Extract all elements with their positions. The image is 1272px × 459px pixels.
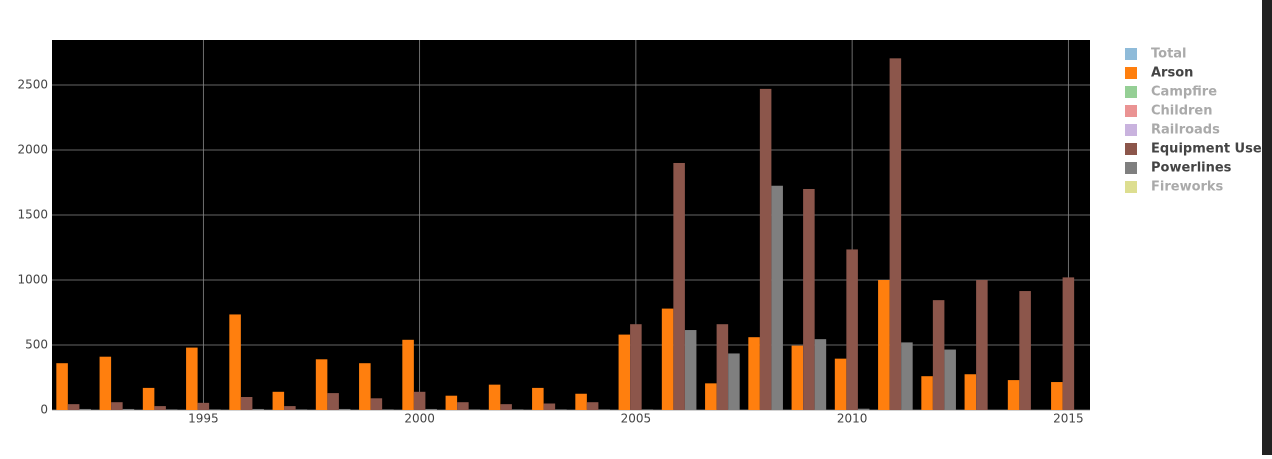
bar [598, 409, 610, 410]
legend-swatch [1125, 48, 1137, 60]
bar [402, 339, 414, 410]
bar [1007, 380, 1020, 410]
bar [327, 393, 339, 410]
bar [359, 363, 371, 410]
bar [272, 391, 285, 410]
bar [705, 383, 717, 410]
bar [641, 409, 654, 410]
bar [586, 402, 599, 410]
bar [857, 408, 870, 410]
bar [67, 404, 80, 410]
bar [382, 409, 394, 410]
bar [229, 314, 241, 410]
legend-text: Equipment Use [1151, 142, 1262, 157]
legend-text: Railroads [1151, 123, 1220, 138]
bar [575, 393, 587, 410]
bar [79, 408, 91, 410]
bar [728, 353, 740, 410]
bar [99, 356, 112, 410]
bar [532, 387, 544, 410]
scrollbar [1262, 0, 1272, 455]
bar [759, 88, 772, 411]
x-tick-label: 1995 [188, 412, 219, 426]
bar [661, 308, 674, 410]
bar [142, 387, 155, 410]
bar [315, 359, 328, 410]
bar [425, 408, 437, 410]
legend-swatch [1125, 124, 1137, 136]
legend-swatch [1125, 143, 1137, 155]
y-tick-label: 1500 [17, 207, 48, 221]
bar [468, 409, 481, 410]
bar [413, 391, 426, 410]
bar [1051, 382, 1063, 410]
bar [944, 349, 956, 410]
bar [457, 402, 469, 410]
bar [186, 347, 198, 410]
x-tick-label: 2000 [404, 412, 435, 426]
legend-text: Powerlines [1151, 161, 1232, 176]
bar [791, 345, 804, 410]
legend-text: Arson [1151, 66, 1193, 81]
y-tick-label: 0 [40, 403, 48, 417]
bar [445, 395, 458, 410]
bar [154, 406, 166, 410]
x-tick-label: 2005 [621, 412, 652, 426]
bar [338, 408, 351, 410]
bar [716, 324, 729, 410]
bar [197, 402, 210, 410]
bar [684, 330, 697, 410]
legend-text: Total [1151, 47, 1187, 62]
bar [932, 300, 945, 410]
legend-swatch [1125, 181, 1137, 193]
x-tick-label: 2010 [837, 412, 868, 426]
y-tick-label: 500 [25, 337, 48, 351]
bar [964, 374, 977, 410]
bar [771, 185, 783, 410]
bar [901, 342, 913, 410]
y-tick-label: 1000 [17, 272, 48, 286]
bar [673, 162, 685, 410]
bar [209, 409, 221, 410]
legend-swatch [1125, 86, 1137, 98]
bar [1062, 277, 1075, 410]
bar [252, 408, 264, 410]
bar [1019, 291, 1031, 410]
bar [295, 409, 308, 410]
bar [370, 398, 383, 410]
bar [878, 279, 890, 410]
bar [555, 409, 567, 410]
bar [618, 334, 631, 410]
bar [921, 376, 933, 410]
bar [165, 409, 178, 410]
y-tick-label: 2500 [17, 77, 48, 91]
legend-text: Children [1151, 104, 1213, 119]
bar [846, 249, 858, 410]
bar [122, 408, 135, 410]
bar [284, 406, 296, 410]
bar [111, 402, 123, 410]
y-tick-label: 2000 [17, 142, 48, 156]
legend-text: Campfire [1151, 85, 1217, 100]
x-tick-label: 2015 [1053, 412, 1084, 426]
plot-background [52, 40, 1090, 410]
legend-swatch [1125, 105, 1137, 117]
bar [500, 404, 512, 410]
bar [748, 337, 760, 410]
bar [488, 384, 501, 410]
bar [511, 409, 524, 410]
bar [889, 58, 902, 410]
legend-swatch [1125, 162, 1137, 174]
legend-swatch [1125, 67, 1137, 79]
legend-text: Fireworks [1151, 180, 1224, 195]
bar [630, 324, 642, 410]
bar [814, 339, 827, 410]
bar [56, 363, 68, 410]
bar [976, 279, 988, 410]
bar [834, 358, 847, 410]
bar [543, 403, 556, 410]
bar [803, 188, 815, 410]
bar [240, 396, 253, 410]
